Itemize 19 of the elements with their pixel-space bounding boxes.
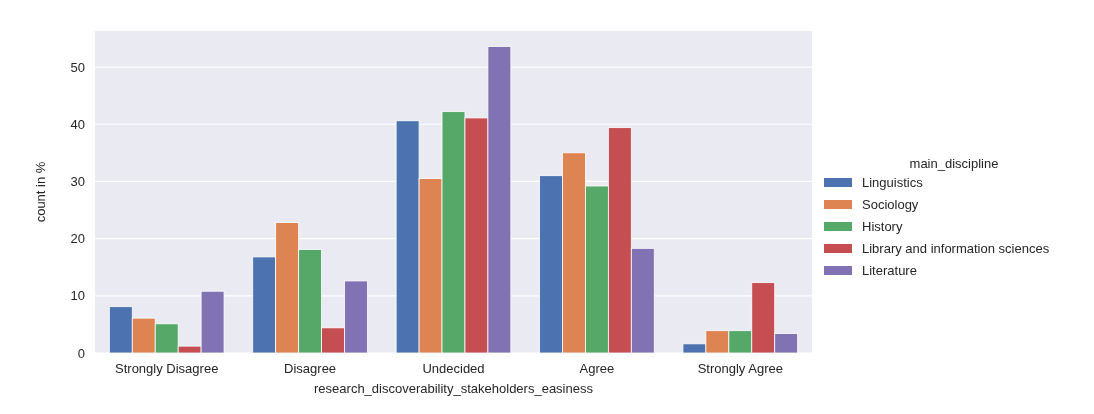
y-tick-label: 30 xyxy=(70,173,85,189)
legend-label: Library and information sciences xyxy=(862,241,1050,256)
x-tick-label: Undecided xyxy=(422,361,485,376)
x-axis-title: research_discoverability_stakeholders_easiness xyxy=(314,381,594,396)
legend-label: Sociology xyxy=(862,197,919,212)
legend-label: History xyxy=(862,219,903,234)
y-tick-label: 20 xyxy=(70,231,85,247)
y-axis-title: count in % xyxy=(33,161,48,223)
y-tick-label: 50 xyxy=(70,59,85,75)
y-tick-label: 10 xyxy=(70,288,85,304)
legend-title: main_discipline xyxy=(909,156,999,171)
x-tick-label: Strongly Disagree xyxy=(115,361,219,376)
y-tick-label: 40 xyxy=(70,116,85,132)
y-tick-label: 0 xyxy=(77,345,85,361)
x-tick-label: Disagree xyxy=(284,361,337,376)
legend-label: Linguistics xyxy=(862,175,924,190)
legend-label: Literature xyxy=(862,263,917,278)
x-tick-label: Agree xyxy=(579,361,615,376)
x-tick-label: Strongly Agree xyxy=(697,361,783,376)
